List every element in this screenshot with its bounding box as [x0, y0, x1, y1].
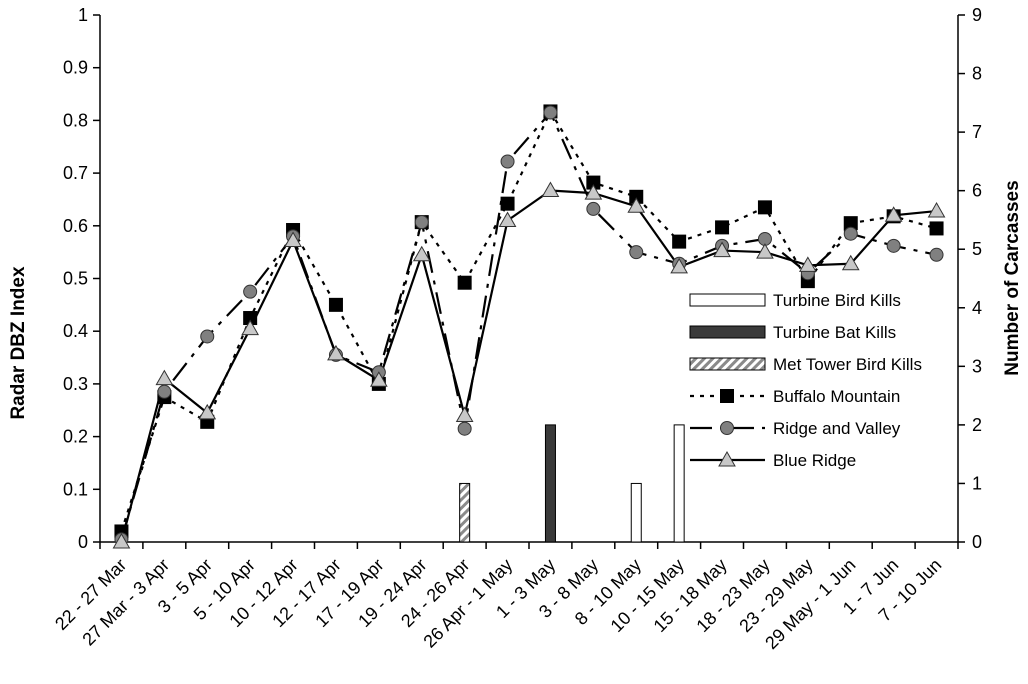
circle-marker [243, 284, 258, 299]
triangle-marker [498, 211, 517, 228]
square-marker [843, 216, 858, 231]
marker-layer [112, 104, 946, 549]
triangle-marker [798, 256, 817, 272]
legend-label: Ridge and Valley [773, 419, 901, 438]
y-tick-label: 0.6 [63, 216, 88, 236]
y2-tick-label: 3 [972, 356, 982, 376]
y-tick-label: 0.2 [63, 427, 88, 447]
line-layer [120, 109, 937, 543]
triangle-marker [713, 241, 731, 258]
y-tick-label: 0.8 [63, 110, 88, 130]
series-line [120, 189, 937, 543]
circle-marker [200, 329, 215, 344]
triangle-marker [412, 245, 431, 262]
legend-label: Turbine Bird Kills [773, 291, 901, 310]
square-marker [672, 234, 687, 249]
y2-tick-label: 2 [972, 415, 982, 435]
triangle-marker [541, 181, 560, 197]
y2-tick-label: 1 [972, 473, 982, 493]
circle-marker [929, 247, 944, 262]
triangle-marker [670, 257, 689, 274]
square-marker [243, 311, 258, 326]
triangle-marker [455, 406, 474, 423]
triangle-marker [927, 202, 946, 218]
circle-marker [457, 421, 472, 436]
y-tick-label: 0.3 [63, 374, 88, 394]
y2-tick-label: 6 [972, 181, 982, 201]
triangle-marker [884, 206, 903, 222]
left-axis-ticks: 0 0.1 0.2 0.3 0.4 0.5 0.6 0.7 0.8 0.9 1 [63, 5, 100, 552]
legend-label: Buffalo Mountain [773, 387, 900, 406]
bar [544, 424, 556, 543]
y2-axis-title: Number of Carcasses [1002, 180, 1023, 375]
circle-marker [586, 201, 601, 216]
triangle-marker [627, 197, 646, 213]
triangle-marker [584, 184, 603, 200]
circle-marker [414, 215, 429, 230]
circle-marker [500, 154, 515, 169]
triangle-marker [241, 319, 260, 336]
square-marker [757, 200, 772, 215]
y2-tick-label: 9 [972, 5, 982, 25]
legend-swatch [689, 325, 766, 339]
y-tick-label: 0.7 [63, 163, 88, 183]
triangle-marker [155, 369, 174, 386]
triangle-marker [718, 450, 736, 467]
circle-marker [543, 105, 558, 120]
triangle-marker [112, 532, 131, 549]
triangle-marker [284, 231, 302, 248]
bar [459, 482, 471, 543]
y2-tick-label: 0 [972, 532, 982, 552]
square-marker [929, 221, 944, 236]
legend-label: Blue Ridge [773, 451, 856, 470]
square-marker [500, 196, 515, 211]
legend-swatch [689, 293, 766, 307]
y-tick-label: 0.9 [63, 58, 88, 78]
bar [673, 424, 685, 543]
bar [630, 482, 642, 543]
circle-marker [886, 238, 901, 253]
triangle-marker [841, 254, 860, 271]
triangle-marker [198, 403, 217, 420]
square-marker [715, 220, 730, 235]
circle-marker [720, 421, 734, 435]
y-tick-label: 0.1 [63, 479, 88, 499]
y-tick-label: 0 [78, 532, 88, 552]
y2-tick-label: 4 [972, 298, 982, 318]
y-tick-label: 0.5 [63, 269, 88, 289]
circle-marker [629, 245, 644, 260]
bar-layer [459, 424, 685, 543]
circle-marker [157, 384, 172, 399]
y2-tick-label: 5 [972, 239, 982, 259]
triangle-marker [327, 344, 345, 361]
legend-label: Turbine Bat Kills [773, 323, 896, 342]
square-marker [720, 389, 734, 403]
triangle-marker [756, 243, 774, 259]
square-marker [629, 189, 644, 204]
y2-tick-label: 8 [972, 64, 982, 84]
circle-marker [843, 226, 858, 241]
legend: Turbine Bird Kills Turbine Bat Kills Met T… [689, 291, 922, 470]
square-marker [457, 275, 472, 290]
triangle-marker [369, 371, 388, 387]
square-marker [328, 297, 343, 312]
legend-label: Met Tower Bird Kills [773, 355, 922, 374]
y-tick-label: 1 [78, 5, 88, 25]
y-axis-title: Radar DBZ Index [8, 266, 29, 420]
right-axis-ticks: 0 1 2 3 4 5 6 7 8 9 [958, 5, 982, 552]
series-line [120, 110, 937, 540]
square-marker [586, 175, 601, 190]
y2-tick-label: 7 [972, 122, 982, 142]
y-tick-label: 0.4 [63, 321, 88, 341]
legend-swatch [689, 357, 766, 371]
